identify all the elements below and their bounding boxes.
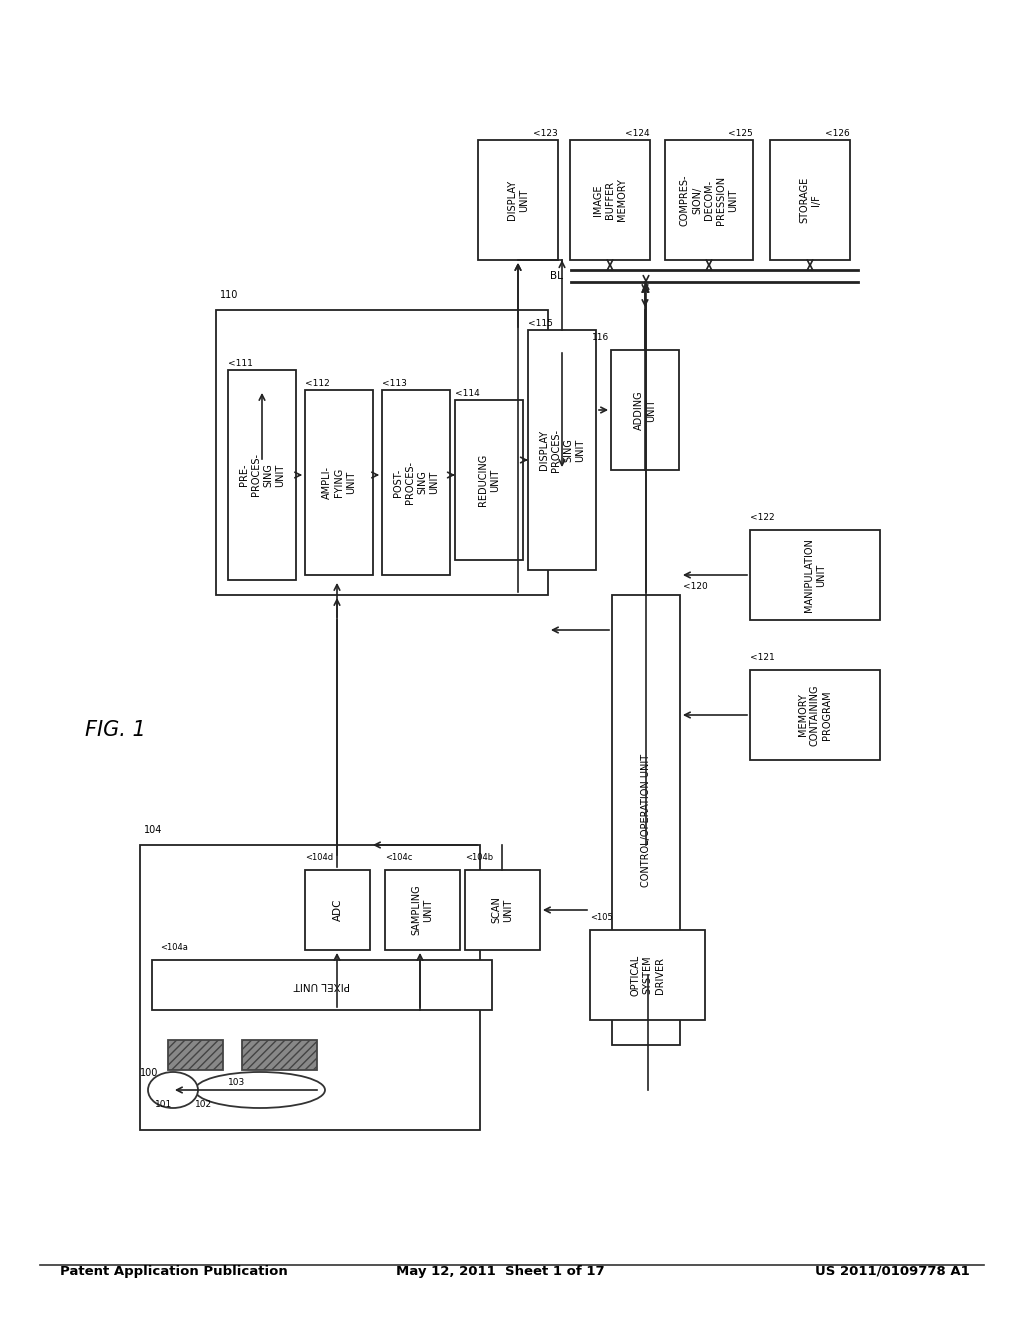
Bar [570, 140, 650, 260]
Bar [770, 140, 850, 260]
Text: 102: 102 [195, 1100, 212, 1109]
Bar [750, 671, 880, 760]
Text: <123: <123 [534, 129, 558, 139]
Text: <104c: <104c [385, 853, 413, 862]
Bar [750, 531, 880, 620]
Bar [455, 400, 523, 560]
Text: PIXEL UNIT: PIXEL UNIT [294, 979, 350, 990]
Text: 110: 110 [220, 290, 239, 300]
Text: May 12, 2011  Sheet 1 of 17: May 12, 2011 Sheet 1 of 17 [395, 1265, 604, 1278]
Text: AMPLI-
FYING
UNIT: AMPLI- FYING UNIT [322, 466, 356, 499]
Bar [612, 595, 680, 1045]
Bar [228, 370, 296, 579]
Text: REDUCING
UNIT: REDUCING UNIT [478, 454, 500, 506]
Bar [382, 389, 450, 576]
Text: ADDING
UNIT: ADDING UNIT [634, 391, 656, 430]
Text: IMAGE
BUFFER
MEMORY: IMAGE BUFFER MEMORY [593, 178, 627, 222]
Bar [665, 140, 753, 260]
Bar [216, 310, 548, 595]
Text: <120: <120 [683, 582, 708, 591]
Text: Patent Application Publication: Patent Application Publication [60, 1265, 288, 1278]
Bar [140, 845, 480, 1130]
Bar [385, 870, 460, 950]
Text: SCAN
UNIT: SCAN UNIT [492, 896, 513, 924]
Text: OPTICAL
SYSTEM
DRIVER: OPTICAL SYSTEM DRIVER [631, 954, 665, 995]
Text: SAMPLING
UNIT: SAMPLING UNIT [412, 884, 433, 936]
Text: 100: 100 [140, 1068, 159, 1078]
Text: <126: <126 [825, 129, 850, 139]
Text: <115: <115 [528, 319, 553, 327]
Text: <104a: <104a [160, 942, 187, 952]
Bar [242, 1040, 317, 1071]
Ellipse shape [195, 1072, 325, 1107]
Text: <104d: <104d [305, 853, 333, 862]
Text: <112: <112 [305, 379, 330, 388]
Bar [305, 870, 370, 950]
Text: <105: <105 [590, 913, 612, 921]
Text: US 2011/0109778 A1: US 2011/0109778 A1 [815, 1265, 970, 1278]
Bar [528, 330, 596, 570]
Text: 104: 104 [144, 825, 163, 836]
Text: BL: BL [550, 271, 563, 281]
Text: <125: <125 [728, 129, 753, 139]
Text: <114: <114 [455, 389, 480, 399]
Text: 101: 101 [155, 1100, 172, 1109]
Text: <121: <121 [750, 653, 775, 663]
Text: 103: 103 [228, 1078, 246, 1086]
Bar [478, 140, 558, 260]
Text: MANIPULATION
UNIT: MANIPULATION UNIT [804, 539, 826, 612]
Text: COMPRES-
SION/
DECOM-
PRESSION
UNIT: COMPRES- SION/ DECOM- PRESSION UNIT [680, 174, 738, 226]
Ellipse shape [148, 1072, 198, 1107]
Bar [590, 931, 705, 1020]
Bar [305, 389, 373, 576]
Bar [611, 350, 679, 470]
Text: 116: 116 [592, 333, 609, 342]
Text: POST-
PROCES-
SING
UNIT: POST- PROCES- SING UNIT [393, 461, 439, 504]
Text: <122: <122 [750, 513, 774, 521]
Text: <104b: <104b [465, 853, 494, 862]
Text: DISPLAY
PROCES-
SING
UNIT: DISPLAY PROCES- SING UNIT [539, 429, 585, 471]
Text: MEMORY
CONTAINING
PROGRAM: MEMORY CONTAINING PROGRAM [798, 684, 831, 746]
Text: STORAGE
I/F: STORAGE I/F [799, 177, 821, 223]
Bar [168, 1040, 223, 1071]
Text: FIG. 1: FIG. 1 [85, 719, 145, 741]
Text: ADC: ADC [333, 899, 342, 921]
Text: <124: <124 [626, 129, 650, 139]
Text: CONTROL/OPERATION UNIT: CONTROL/OPERATION UNIT [641, 754, 651, 887]
Bar [465, 870, 540, 950]
Text: DISPLAY
UNIT: DISPLAY UNIT [507, 180, 529, 220]
Text: <111: <111 [228, 359, 253, 368]
Text: PRE-
PROCES-
SING
UNIT: PRE- PROCES- SING UNIT [239, 454, 285, 496]
Bar [152, 960, 492, 1010]
Text: <113: <113 [382, 379, 407, 388]
